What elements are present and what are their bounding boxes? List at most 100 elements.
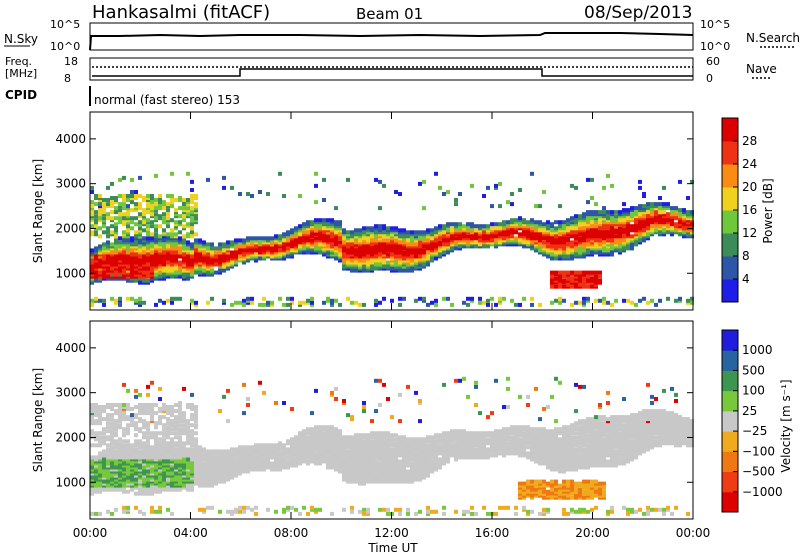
power-cell xyxy=(590,226,594,231)
velocity-cell xyxy=(286,465,290,470)
y-tick-label: 1000 xyxy=(55,266,86,280)
power-cell xyxy=(650,298,654,303)
power-cell xyxy=(558,220,562,225)
power-cell xyxy=(114,276,118,281)
velocity-cell xyxy=(370,439,374,444)
power-cell xyxy=(230,264,234,269)
power-cell xyxy=(390,298,394,303)
power-cell xyxy=(94,246,98,251)
velocity-cell xyxy=(218,449,222,454)
power-cell xyxy=(162,250,166,255)
velocity-cell xyxy=(310,411,314,416)
power-cell xyxy=(182,198,186,202)
power-cell xyxy=(354,238,358,243)
velocity-cell xyxy=(374,447,378,452)
power-cell xyxy=(262,236,266,241)
power-cell xyxy=(130,250,134,255)
velocity-cell xyxy=(306,427,310,432)
power-cell xyxy=(218,242,222,247)
power-cell xyxy=(366,226,370,231)
power-cell xyxy=(574,214,578,219)
power-cell xyxy=(178,238,182,243)
velocity-cell xyxy=(242,459,246,464)
velocity-cell xyxy=(298,447,302,452)
velocity-cell xyxy=(186,429,190,434)
velocity-cell xyxy=(90,485,94,490)
velocity-cell xyxy=(174,403,178,407)
power-cell xyxy=(190,222,194,227)
power-cell xyxy=(158,276,162,281)
power-cell xyxy=(178,220,182,225)
power-cell xyxy=(386,260,390,265)
power-cell xyxy=(166,194,170,198)
velocity-cell xyxy=(102,459,106,464)
power-cell xyxy=(150,276,154,281)
velocity-cell xyxy=(338,459,342,464)
power-cell xyxy=(518,302,522,307)
power-cell xyxy=(154,302,158,307)
power-cell xyxy=(314,171,318,176)
power-cell xyxy=(566,270,570,275)
power-cell xyxy=(158,234,162,239)
velocity-cell xyxy=(190,413,194,418)
power-cell xyxy=(358,228,362,233)
power-cell xyxy=(178,266,182,271)
power-cell xyxy=(486,224,490,229)
power-cell xyxy=(478,238,482,243)
power-cell xyxy=(482,238,486,243)
power-cell xyxy=(370,226,374,231)
power-cell xyxy=(130,208,134,213)
power-cell xyxy=(250,236,254,241)
power-cell xyxy=(582,302,586,307)
power-cell xyxy=(110,250,114,255)
velocity-cell xyxy=(386,397,390,401)
power-cell xyxy=(202,250,206,255)
power-cell xyxy=(98,298,102,303)
power-cell xyxy=(670,226,674,231)
power-cell xyxy=(102,298,106,303)
power-cell xyxy=(566,236,570,241)
velocity-cell xyxy=(378,507,382,512)
velocity-cell xyxy=(138,509,142,514)
power-cell xyxy=(102,210,106,215)
power-cell xyxy=(594,224,598,229)
power-cell xyxy=(290,248,294,253)
velocity-cell xyxy=(310,435,314,440)
velocity-cell xyxy=(174,409,178,414)
power-cell xyxy=(550,270,554,275)
power-cell xyxy=(494,226,498,231)
power-cell xyxy=(122,230,126,235)
velocity-cell xyxy=(134,505,138,510)
power-cell xyxy=(382,224,386,229)
power-cell xyxy=(590,212,594,217)
velocity-cell xyxy=(266,459,270,464)
velocity-cell xyxy=(382,459,386,464)
power-cell xyxy=(326,296,330,301)
power-cell xyxy=(322,198,326,202)
power-cell xyxy=(682,212,686,217)
power-cell xyxy=(350,264,354,269)
power-cell xyxy=(386,226,390,231)
power-cell xyxy=(558,296,562,301)
power-cell xyxy=(438,226,442,231)
velocity-cell xyxy=(314,425,318,430)
power-cell xyxy=(242,250,246,255)
colorbar-segment xyxy=(722,164,738,188)
power-cell xyxy=(598,212,602,217)
velocity-cell xyxy=(282,507,286,512)
velocity-cell xyxy=(314,459,318,464)
power-cell xyxy=(554,298,558,303)
velocity-cell xyxy=(222,394,226,399)
velocity-cell xyxy=(314,451,318,456)
power-cell xyxy=(218,264,222,269)
velocity-cell xyxy=(122,431,126,436)
power-cell xyxy=(678,296,682,301)
power-cell xyxy=(158,264,162,269)
count-bottom-tick-right: 10^0 xyxy=(700,40,730,53)
velocity-cell xyxy=(362,433,366,438)
velocity-cell xyxy=(170,421,174,426)
velocity-cell xyxy=(102,431,106,436)
power-cell xyxy=(606,238,610,243)
power-cell xyxy=(594,276,598,281)
velocity-cell xyxy=(218,459,222,464)
